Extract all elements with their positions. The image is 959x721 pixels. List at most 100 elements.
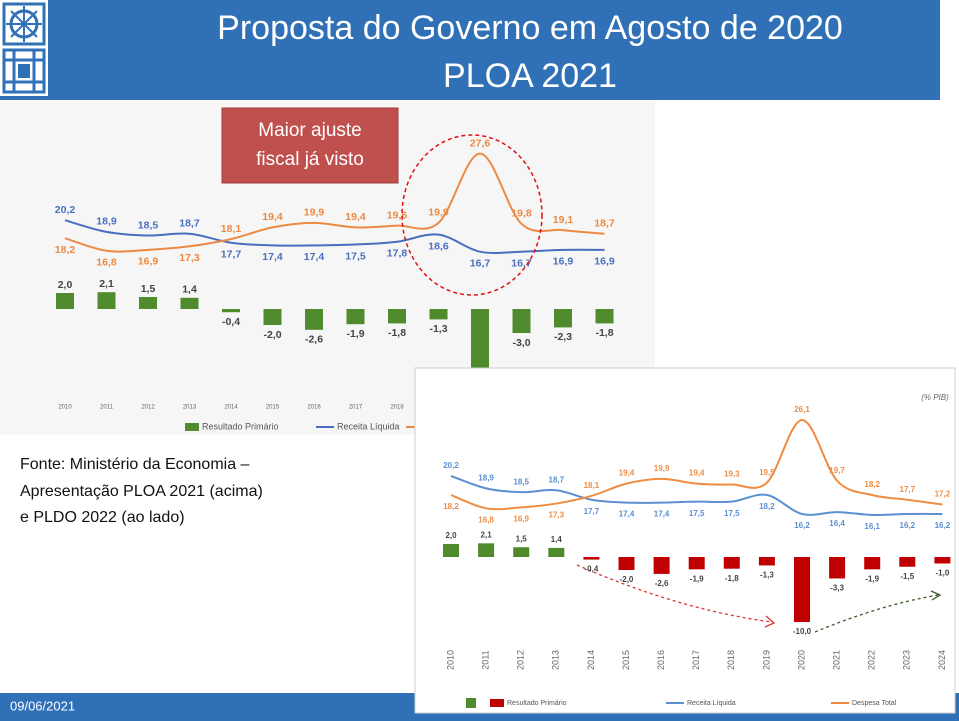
bar-value-label: -1,0 <box>936 569 950 578</box>
line-value-label: 17,7 <box>221 248 242 260</box>
bar <box>653 557 670 574</box>
line-value-label: 18,2 <box>55 244 76 256</box>
legend-label: Receita Líquida <box>687 700 736 707</box>
line-value-label: 16,9 <box>553 256 574 268</box>
line-value-label: 16,9 <box>513 514 529 523</box>
bar-value-label: 2,1 <box>481 530 493 539</box>
x-tick-label: 2010 <box>445 650 455 670</box>
line-value-label: 19,4 <box>262 211 283 223</box>
trend-arrow <box>576 564 773 623</box>
bar-value-label: -1,9 <box>865 574 879 583</box>
bar-value-label: -2,6 <box>655 579 669 588</box>
line-value-label: 17,4 <box>619 510 635 519</box>
bar <box>554 309 572 328</box>
callout-box <box>221 107 399 184</box>
bar-value-label: 2,1 <box>99 278 114 290</box>
line-value-label: 17,4 <box>304 251 325 263</box>
line-value-label: 19,8 <box>511 208 532 220</box>
source-line: e PLDO 2022 (ao lado) <box>20 509 185 526</box>
logo <box>0 0 48 96</box>
line-value-label: 19,4 <box>345 211 366 223</box>
x-tick-label: 2019 <box>761 650 771 670</box>
line-value-label: 19,7 <box>829 466 845 475</box>
legend-swatch <box>490 699 504 707</box>
line-value-label: 19,9 <box>654 464 670 473</box>
line-value-label: 20,2 <box>443 461 459 470</box>
line-value-label: 19,1 <box>553 214 574 226</box>
x-tick-label: 2015 <box>621 650 631 670</box>
bar <box>829 557 846 579</box>
line-series <box>64 152 605 253</box>
bar <box>758 557 775 566</box>
bar-value-label: -1,5 <box>900 572 914 581</box>
bar-value-label: -0,4 <box>585 565 599 574</box>
bar <box>899 557 916 567</box>
bar-value-label: -1,8 <box>595 327 613 339</box>
line-value-label: 19,9 <box>428 207 449 219</box>
bar-value-label: -1,8 <box>725 574 739 583</box>
bar-value-label: 1,5 <box>141 283 156 295</box>
x-tick-label: 2014 <box>224 405 238 411</box>
bar-value-label: -0,4 <box>222 316 240 328</box>
line-value-label: 17,4 <box>654 510 670 519</box>
line-value-label: 18,5 <box>138 219 159 231</box>
x-tick-label: 2013 <box>551 650 561 670</box>
footer-date: 09/06/2021 <box>10 698 75 713</box>
line-value-label: 18,5 <box>513 477 529 486</box>
x-tick-label: 2016 <box>307 405 321 411</box>
bar-value-label: -1,8 <box>388 327 406 339</box>
x-tick-label: 2016 <box>656 650 666 670</box>
bar <box>478 543 495 557</box>
bar <box>263 309 282 325</box>
bar <box>688 557 705 570</box>
bar <box>305 309 323 330</box>
bar-value-label: 2,0 <box>445 531 457 540</box>
bar-value-label: -10,0 <box>793 627 812 636</box>
highlight-ellipse <box>401 134 543 296</box>
legend-label: Despesa Total <box>852 700 897 707</box>
title-bar <box>0 0 940 100</box>
source-line: Apresentação PLOA 2021 (acima) <box>20 483 263 500</box>
bar-value-label: -1,3 <box>429 323 447 335</box>
x-tick-label: 2018 <box>390 405 404 411</box>
line-value-label: 19,5 <box>759 468 775 477</box>
bar-value-label: -2,3 <box>554 331 572 343</box>
x-tick-label: 2017 <box>349 405 363 411</box>
bar <box>723 557 740 569</box>
line-value-label: 17,7 <box>900 485 916 494</box>
line-value-label: 18,1 <box>584 481 600 490</box>
bar-value-label: 1,4 <box>551 535 563 544</box>
source-note: Fonte: Ministério da Economia – Apresent… <box>20 456 263 526</box>
legend-label: Resultado Primário <box>507 700 567 707</box>
bar-value-label: -2,6 <box>305 334 323 346</box>
line-value-label: 19,4 <box>689 469 705 478</box>
bar <box>56 293 74 309</box>
header: Proposta do Governo em Agosto de 2020 PL… <box>0 0 940 100</box>
x-tick-label: 2012 <box>141 405 155 411</box>
bar <box>595 309 614 324</box>
line-value-label: 18,7 <box>179 217 200 229</box>
line-value-label: 20,2 <box>55 204 76 216</box>
bar <box>864 557 881 570</box>
x-tick-label: 2017 <box>691 650 701 670</box>
line-value-label: 18,9 <box>478 473 494 482</box>
line-value-label: 19,9 <box>304 207 325 219</box>
callout-line: Maior ajuste <box>258 120 362 141</box>
bar-value-label: -2,0 <box>620 575 634 584</box>
line-value-label: 17,7 <box>584 507 600 516</box>
line-value-label: 18,1 <box>221 223 242 235</box>
line-value-label: 16,9 <box>138 256 159 268</box>
bar <box>618 557 635 570</box>
line-value-label: 18,2 <box>443 502 459 511</box>
bar-value-label: -1,9 <box>690 574 704 583</box>
line-value-label: 16,8 <box>478 515 494 524</box>
legend-label: Receita Líquida <box>337 421 400 431</box>
line-value-label: 17,4 <box>262 251 283 263</box>
line-value-label: 17,2 <box>935 490 951 499</box>
line-value-label: 19,3 <box>724 470 740 479</box>
line-value-label: 18,7 <box>549 475 565 484</box>
legend-swatch <box>466 698 476 708</box>
x-tick-label: 2023 <box>902 650 912 670</box>
line-value-label: 17,3 <box>179 252 200 264</box>
